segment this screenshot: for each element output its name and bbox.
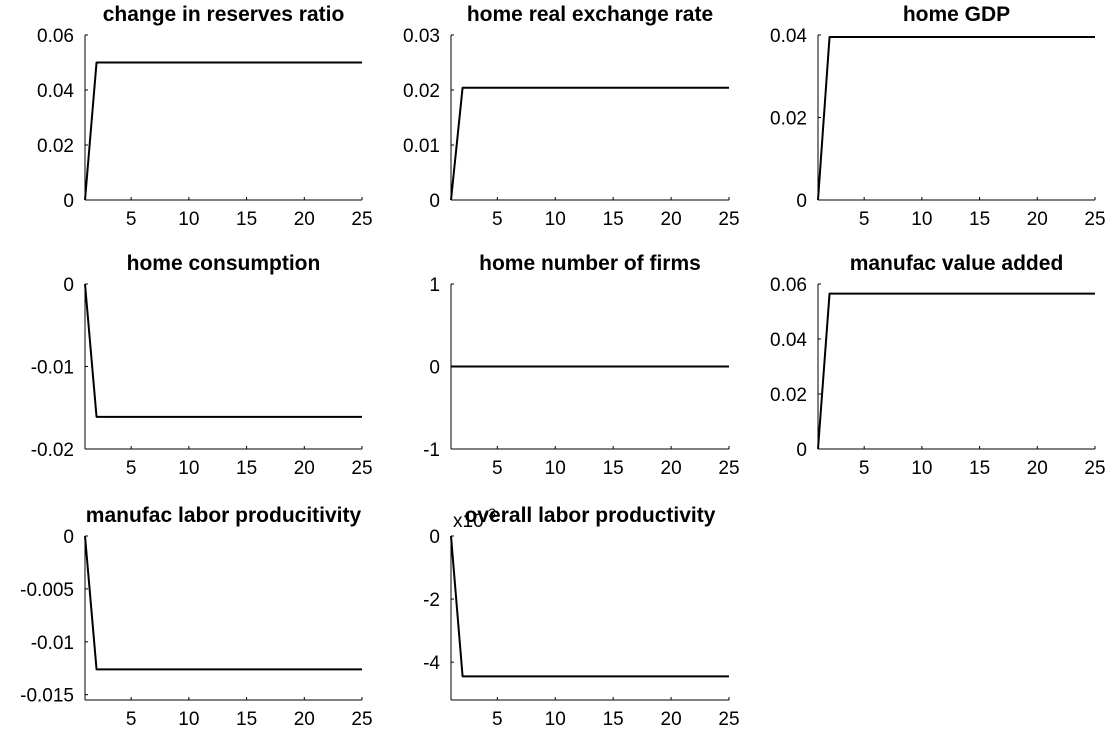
subplot-2: 5 10 15 20 25 0 0.01 0.02 0.03 home real exchange… xyxy=(403,3,740,230)
x-tick-label: 25 xyxy=(351,209,372,230)
x-tick-label: 25 xyxy=(1084,458,1105,479)
y-tick-label: -0.015 xyxy=(20,686,74,707)
y-tick-label: 0.02 xyxy=(37,136,74,157)
x-tick-label: 5 xyxy=(492,209,503,230)
subplot-6: 5 10 15 20 25 0 0.02 0.04 0.06 manufac value adde… xyxy=(770,252,1106,479)
x-tick-label: 15 xyxy=(969,458,990,479)
subplot-title: home consumption xyxy=(127,252,321,275)
x-tick-label: 20 xyxy=(661,458,682,479)
y-tick-label: -0.005 xyxy=(20,580,74,601)
y-tick-label: 0.02 xyxy=(770,385,807,406)
y-tick-label: -4 xyxy=(423,653,440,674)
x-tick-label: 20 xyxy=(1027,458,1048,479)
series-line xyxy=(84,535,362,671)
x-tick-label: 25 xyxy=(718,458,739,479)
y-tick-label: -2 xyxy=(423,590,440,611)
y-tick-label: 0 xyxy=(63,275,74,296)
y-tick-label: -0.01 xyxy=(31,358,74,379)
subplot-1: 5 10 15 20 25 0 0.02 0.04 0.06 change in reserves… xyxy=(37,3,373,230)
x-tick-label: 10 xyxy=(178,458,199,479)
y-tick-label: 1 xyxy=(429,275,440,296)
x-tick-label: 15 xyxy=(603,709,624,730)
x-tick-label: 15 xyxy=(236,209,257,230)
x-tick-label: 5 xyxy=(126,209,137,230)
subplot-3: 5 10 15 20 25 0 0.02 0.04 home GDP xyxy=(770,3,1106,230)
y-tick-label: 0.06 xyxy=(37,26,74,47)
subplot-4: 5 10 15 20 25 -0.02 -0.01 0 home consumption xyxy=(31,252,373,479)
y-tick-label: 0 xyxy=(429,191,440,212)
y-tick-label: 0.04 xyxy=(770,26,807,47)
y-tick-label: 0 xyxy=(63,191,74,212)
subplot-title: manufac value added xyxy=(850,252,1064,275)
series-line xyxy=(450,86,729,201)
y-tick-label: -0.01 xyxy=(31,633,74,654)
x-tick-label: 10 xyxy=(545,709,566,730)
x-tick-label: 5 xyxy=(126,458,137,479)
y-tick-label: 0.04 xyxy=(770,330,807,351)
x-tick-label: 10 xyxy=(545,209,566,230)
series-line xyxy=(84,283,362,418)
x-tick-label: 20 xyxy=(294,458,315,479)
y-tick-label: 0.02 xyxy=(403,81,440,102)
x-tick-label: 15 xyxy=(236,709,257,730)
x-tick-label: 25 xyxy=(351,709,372,730)
x-tick-label: 5 xyxy=(492,458,503,479)
y-tick-label: 0.04 xyxy=(37,81,74,102)
y-tick-label: 0 xyxy=(796,191,807,212)
y-tick-label: 0 xyxy=(429,527,440,548)
y-tick-label: 0 xyxy=(796,440,807,461)
y-tick-label: 0 xyxy=(63,527,74,548)
x-tick-label: 5 xyxy=(126,709,137,730)
x-tick-label: 25 xyxy=(351,458,372,479)
x-tick-label: 10 xyxy=(178,709,199,730)
x-tick-label: 25 xyxy=(718,709,739,730)
series-line xyxy=(84,61,362,201)
x-tick-label: 15 xyxy=(236,458,257,479)
subplot-title: home GDP xyxy=(903,3,1010,26)
y-tick-label: -0.02 xyxy=(31,440,74,461)
x-tick-label: 15 xyxy=(603,209,624,230)
subplot-title: home real exchange rate xyxy=(467,3,713,26)
series-line xyxy=(817,36,1095,201)
x-tick-label: 15 xyxy=(603,458,624,479)
subplot-5: 5 10 15 20 25 -1 0 1 home number of firms xyxy=(423,252,739,479)
x-tick-label: 5 xyxy=(859,458,870,479)
series-line xyxy=(450,535,729,678)
x-tick-label: 20 xyxy=(661,209,682,230)
subplot-title: change in reserves ratio xyxy=(103,3,345,26)
x-tick-label: 20 xyxy=(1027,209,1048,230)
x-tick-label: 15 xyxy=(969,209,990,230)
series-line xyxy=(817,292,1095,450)
subplot-title: home number of firms xyxy=(479,252,701,275)
y-tick-label: 0 xyxy=(429,358,440,379)
x-tick-label: 25 xyxy=(718,209,739,230)
y-tick-label: 0.01 xyxy=(403,136,440,157)
x-tick-label: 10 xyxy=(911,458,932,479)
y-tick-label: 0.06 xyxy=(770,275,807,296)
x-tick-label: 25 xyxy=(1084,209,1105,230)
x-tick-label: 10 xyxy=(545,458,566,479)
x-tick-label: 5 xyxy=(859,209,870,230)
x-tick-label: 20 xyxy=(294,709,315,730)
x-tick-label: 20 xyxy=(294,209,315,230)
x-tick-label: 5 xyxy=(492,709,503,730)
x-tick-label: 10 xyxy=(911,209,932,230)
y-tick-label: -1 xyxy=(423,440,440,461)
subplot-7: 5 10 15 20 25 -0.015 -0.01 -0.005 0 manufac labor… xyxy=(20,504,372,730)
y-tick-label: 0.02 xyxy=(770,109,807,130)
subplot-title: manufac labor producitivity xyxy=(86,504,362,527)
y-exponent-label: x10-3 xyxy=(453,505,496,532)
subplot-title: overall labor productivity xyxy=(465,504,716,527)
y-tick-label: 0.03 xyxy=(403,26,440,47)
x-tick-label: 20 xyxy=(661,709,682,730)
x-tick-label: 10 xyxy=(178,209,199,230)
